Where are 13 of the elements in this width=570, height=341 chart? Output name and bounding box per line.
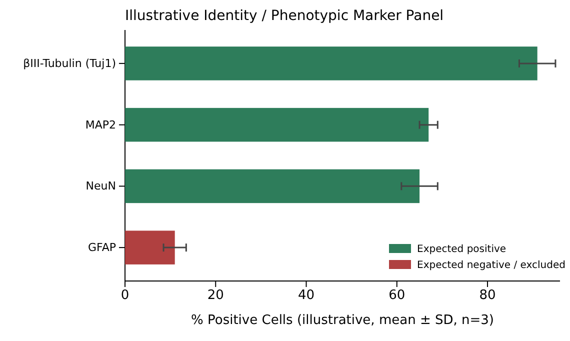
x-axis-title: % Positive Cells (illustrative, mean ± SD, n=3) [191,313,494,328]
y-tick-label: GFAP [88,241,116,254]
x-tick-label: 0 [120,288,130,304]
legend-label: Expected negative / excluded [417,260,566,271]
y-tick-label: MAP2 [85,118,116,132]
chart-title: Illustrative Identity / Phenotypic Marker Panel [125,8,444,24]
y-tick-label: βIII-Tubulin (Tuj1) [23,56,116,70]
x-tick-label: 80 [479,288,496,304]
x-tick-label: 60 [388,288,406,304]
legend-label: Expected positive [417,244,506,255]
x-tick-label: 40 [298,288,315,304]
y-tick-label: NeuN [86,180,116,193]
x-tick-label: 20 [207,288,224,304]
